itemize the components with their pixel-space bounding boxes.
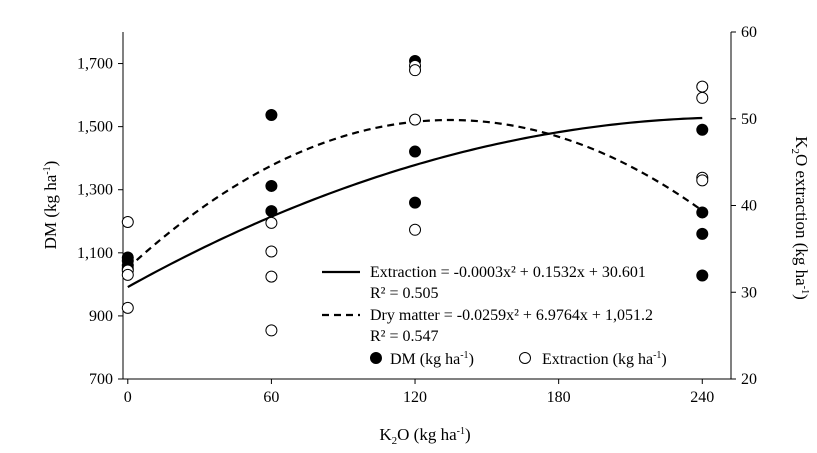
- y-right-tick-label: 30: [741, 284, 757, 301]
- dm-point: [265, 205, 278, 218]
- y-left-tick-label: 1,300: [77, 182, 113, 199]
- legend-extraction-marker: [519, 352, 531, 364]
- dm-point: [409, 145, 422, 158]
- dm-point: [696, 206, 709, 219]
- x-tick-label: 240: [690, 389, 714, 406]
- y-right-tick-label: 40: [741, 198, 757, 215]
- extraction-point: [696, 80, 709, 93]
- x-tick-label: 120: [403, 389, 427, 406]
- extraction-point: [265, 216, 278, 229]
- extraction-point: [696, 91, 709, 104]
- legend-dry-matter-equation: Dry matter = -0.0259x² + 6.9764x + 1,051…: [370, 307, 653, 324]
- extraction-trendline: [127, 116, 703, 289]
- legend: Extraction = -0.0003x² + 0.1532x + 30.60…: [322, 264, 667, 368]
- legend-dm-marker: [370, 352, 382, 364]
- dm-point: [265, 179, 278, 192]
- dm-point: [696, 123, 709, 136]
- legend-extraction-equation: Extraction = -0.0003x² + 0.1532x + 30.60…: [370, 264, 646, 281]
- legend-extraction-label: Extraction (kg ha-1): [542, 350, 667, 368]
- dm-point: [696, 269, 709, 282]
- extraction-point: [409, 64, 422, 77]
- dm-point: [696, 227, 709, 240]
- extraction-point: [409, 113, 422, 126]
- data-points: [121, 55, 709, 337]
- y-right-tick-label: 20: [741, 371, 757, 388]
- y-left-tick-label: 1,700: [77, 56, 113, 73]
- extraction-point: [121, 301, 134, 314]
- dm-point: [265, 108, 278, 121]
- extraction-point: [409, 223, 422, 236]
- y-right-tick-label: 50: [741, 111, 757, 128]
- y-left-tick-label: 1,500: [77, 119, 113, 136]
- x-tick-label: 0: [124, 389, 132, 406]
- y-left-axis-title: DM (kg ha-1): [41, 161, 60, 250]
- extraction-point: [265, 245, 278, 258]
- x-axis-title: K2O (kg ha-1): [379, 425, 470, 447]
- dry-matter-trendline: [127, 118, 703, 270]
- y-left-tick-label: 1,100: [77, 245, 113, 262]
- legend-dm-label: DM (kg ha-1): [390, 350, 474, 368]
- y-left-tick-label: 700: [89, 371, 113, 388]
- extraction-point: [265, 324, 278, 337]
- legend-dry-matter-r2: R² = 0.547: [370, 328, 439, 345]
- dm-point: [409, 196, 422, 209]
- extraction-point: [696, 174, 709, 187]
- extraction-point: [265, 270, 278, 283]
- extraction-point: [121, 268, 134, 281]
- extraction-point: [121, 215, 134, 228]
- y-left-tick-label: 900: [89, 308, 113, 325]
- legend-extraction-r2: R² = 0.505: [370, 285, 439, 302]
- axes: 700 900 1,100 1,300 1,500 1,700 20 30 40 50 60 0 60 1…: [77, 24, 757, 406]
- y-right-tick-label: 60: [741, 24, 757, 41]
- y-right-axis-title: K2O extraction (kg ha-1): [789, 136, 811, 300]
- x-tick-label: 60: [263, 389, 279, 406]
- x-tick-label: 180: [547, 389, 571, 406]
